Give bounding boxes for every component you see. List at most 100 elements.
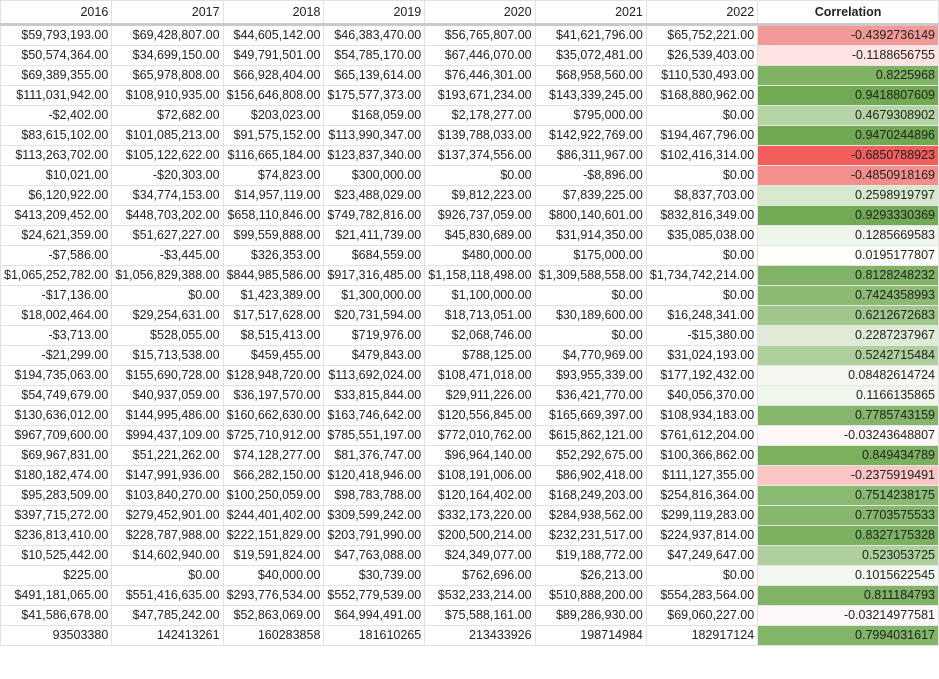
cell-correlation[interactable]: -0.1188656755 bbox=[757, 45, 939, 66]
cell-2016[interactable]: $413,209,452.00 bbox=[0, 205, 113, 226]
cell-2022[interactable]: $111,127,355.00 bbox=[645, 465, 759, 486]
cell-2018[interactable]: $156,646,808.00 bbox=[222, 85, 325, 106]
cell-2017[interactable]: $47,785,242.00 bbox=[111, 605, 224, 626]
cell-2017[interactable]: $105,122,622.00 bbox=[111, 145, 224, 166]
cell-2021[interactable]: $615,862,121.00 bbox=[534, 425, 647, 446]
cell-2022[interactable]: $0.00 bbox=[645, 165, 759, 186]
cell-2021[interactable]: $510,888,200.00 bbox=[534, 585, 647, 606]
cell-2019[interactable]: $120,418,946.00 bbox=[323, 465, 426, 486]
cell-2021[interactable]: $165,669,397.00 bbox=[534, 405, 647, 426]
cell-2017[interactable]: $0.00 bbox=[111, 565, 224, 586]
cell-2016[interactable]: -$7,586.00 bbox=[0, 245, 113, 266]
cell-2021[interactable]: $86,902,418.00 bbox=[534, 465, 647, 486]
cell-2016[interactable]: $397,715,272.00 bbox=[0, 505, 113, 526]
cell-2018[interactable]: $844,985,586.00 bbox=[222, 265, 325, 286]
cell-2016[interactable]: $6,120,922.00 bbox=[0, 185, 113, 206]
cell-2020[interactable]: $24,349,077.00 bbox=[424, 545, 536, 566]
cell-2020[interactable]: $108,191,006.00 bbox=[424, 465, 536, 486]
cell-2018[interactable]: 160283858 bbox=[222, 625, 325, 646]
cell-2016[interactable]: $111,031,942.00 bbox=[0, 85, 113, 106]
cell-2018[interactable]: $658,110,846.00 bbox=[222, 205, 325, 226]
cell-2020[interactable]: $29,911,226.00 bbox=[424, 385, 536, 406]
cell-correlation[interactable]: 0.8225968 bbox=[757, 65, 939, 86]
cell-2017[interactable]: 142413261 bbox=[111, 625, 224, 646]
cell-2020[interactable]: $18,713,051.00 bbox=[424, 305, 536, 326]
cell-correlation[interactable]: 0.0195177807 bbox=[757, 245, 939, 266]
cell-2019[interactable]: $719,976.00 bbox=[323, 325, 426, 346]
cell-2021[interactable]: $31,914,350.00 bbox=[534, 225, 647, 246]
cell-2018[interactable]: $66,282,150.00 bbox=[222, 465, 325, 486]
cell-correlation[interactable]: 0.7994031617 bbox=[757, 625, 939, 646]
cell-2019[interactable]: $203,791,990.00 bbox=[323, 525, 426, 546]
cell-2022[interactable]: $761,612,204.00 bbox=[645, 425, 759, 446]
cell-2018[interactable]: $459,455.00 bbox=[222, 345, 325, 366]
cell-2021[interactable]: -$8,896.00 bbox=[534, 165, 647, 186]
cell-2018[interactable]: $74,823.00 bbox=[222, 165, 325, 186]
cell-2017[interactable]: $994,437,109.00 bbox=[111, 425, 224, 446]
cell-correlation[interactable]: -0.03214977581 bbox=[757, 605, 939, 626]
cell-correlation[interactable]: -0.03243648807 bbox=[757, 425, 939, 446]
cell-2017[interactable]: $108,910,935.00 bbox=[111, 85, 224, 106]
cell-2022[interactable]: $0.00 bbox=[645, 105, 759, 126]
cell-2019[interactable]: $684,559.00 bbox=[323, 245, 426, 266]
cell-2021[interactable]: $52,292,675.00 bbox=[534, 445, 647, 466]
cell-2020[interactable]: $137,374,556.00 bbox=[424, 145, 536, 166]
cell-2017[interactable]: $51,627,227.00 bbox=[111, 225, 224, 246]
cell-2016[interactable]: $1,065,252,782.00 bbox=[0, 265, 113, 286]
cell-2022[interactable]: $110,530,493.00 bbox=[645, 65, 759, 86]
cell-2022[interactable]: $832,816,349.00 bbox=[645, 205, 759, 226]
cell-correlation[interactable]: -0.2375919491 bbox=[757, 465, 939, 486]
cell-2019[interactable]: $749,782,816.00 bbox=[323, 205, 426, 226]
cell-2020[interactable]: $96,964,140.00 bbox=[424, 445, 536, 466]
header-year-2019[interactable]: 2019 bbox=[323, 0, 426, 26]
cell-2021[interactable]: $4,770,969.00 bbox=[534, 345, 647, 366]
cell-correlation[interactable]: 0.9418807609 bbox=[757, 85, 939, 106]
cell-2017[interactable]: $51,221,262.00 bbox=[111, 445, 224, 466]
cell-2019[interactable]: $47,763,088.00 bbox=[323, 545, 426, 566]
cell-2016[interactable]: $225.00 bbox=[0, 565, 113, 586]
cell-2022[interactable]: $102,416,314.00 bbox=[645, 145, 759, 166]
cell-2021[interactable]: $19,188,772.00 bbox=[534, 545, 647, 566]
cell-2019[interactable]: $917,316,485.00 bbox=[323, 265, 426, 286]
cell-2016[interactable]: $24,621,359.00 bbox=[0, 225, 113, 246]
cell-2019[interactable]: $479,843.00 bbox=[323, 345, 426, 366]
cell-2019[interactable]: $113,990,347.00 bbox=[323, 125, 426, 146]
cell-2019[interactable]: $309,599,242.00 bbox=[323, 505, 426, 526]
cell-2017[interactable]: $69,428,807.00 bbox=[111, 24, 224, 46]
cell-2020[interactable]: $2,178,277.00 bbox=[424, 105, 536, 126]
cell-correlation[interactable]: -0.4850918169 bbox=[757, 165, 939, 186]
cell-2018[interactable]: $116,665,184.00 bbox=[222, 145, 325, 166]
cell-2020[interactable]: $532,233,214.00 bbox=[424, 585, 536, 606]
cell-2018[interactable]: $49,791,501.00 bbox=[222, 45, 325, 66]
cell-2019[interactable]: $163,746,642.00 bbox=[323, 405, 426, 426]
cell-2019[interactable]: $168,059.00 bbox=[323, 105, 426, 126]
cell-2022[interactable]: $8,837,703.00 bbox=[645, 185, 759, 206]
cell-2021[interactable]: $232,231,517.00 bbox=[534, 525, 647, 546]
cell-2016[interactable]: $50,574,364.00 bbox=[0, 45, 113, 66]
cell-2018[interactable]: $74,128,277.00 bbox=[222, 445, 325, 466]
cell-2016[interactable]: $10,021.00 bbox=[0, 165, 113, 186]
cell-2016[interactable]: $491,181,065.00 bbox=[0, 585, 113, 606]
cell-2016[interactable]: $180,182,474.00 bbox=[0, 465, 113, 486]
cell-correlation[interactable]: 0.9470244896 bbox=[757, 125, 939, 146]
header-year-2022[interactable]: 2022 bbox=[645, 0, 759, 26]
cell-2016[interactable]: $83,615,102.00 bbox=[0, 125, 113, 146]
cell-2016[interactable]: $69,389,355.00 bbox=[0, 65, 113, 86]
cell-2022[interactable]: $16,248,341.00 bbox=[645, 305, 759, 326]
cell-2017[interactable]: $279,452,901.00 bbox=[111, 505, 224, 526]
cell-2018[interactable]: $44,605,142.00 bbox=[222, 24, 325, 46]
cell-correlation[interactable]: 0.9293330369 bbox=[757, 205, 939, 226]
cell-2020[interactable]: $67,446,070.00 bbox=[424, 45, 536, 66]
cell-correlation[interactable]: 0.08482614724 bbox=[757, 365, 939, 386]
cell-2020[interactable]: $139,788,033.00 bbox=[424, 125, 536, 146]
cell-correlation[interactable]: 0.1015622545 bbox=[757, 565, 939, 586]
cell-2021[interactable]: $142,922,769.00 bbox=[534, 125, 647, 146]
cell-2018[interactable]: $203,023.00 bbox=[222, 105, 325, 126]
cell-2020[interactable]: $56,765,807.00 bbox=[424, 24, 536, 46]
cell-2019[interactable]: $33,815,844.00 bbox=[323, 385, 426, 406]
cell-2022[interactable]: 182917124 bbox=[645, 625, 759, 646]
cell-2019[interactable]: $20,731,594.00 bbox=[323, 305, 426, 326]
cell-2016[interactable]: $41,586,678.00 bbox=[0, 605, 113, 626]
cell-2020[interactable]: $200,500,214.00 bbox=[424, 525, 536, 546]
cell-2021[interactable]: $26,213.00 bbox=[534, 565, 647, 586]
